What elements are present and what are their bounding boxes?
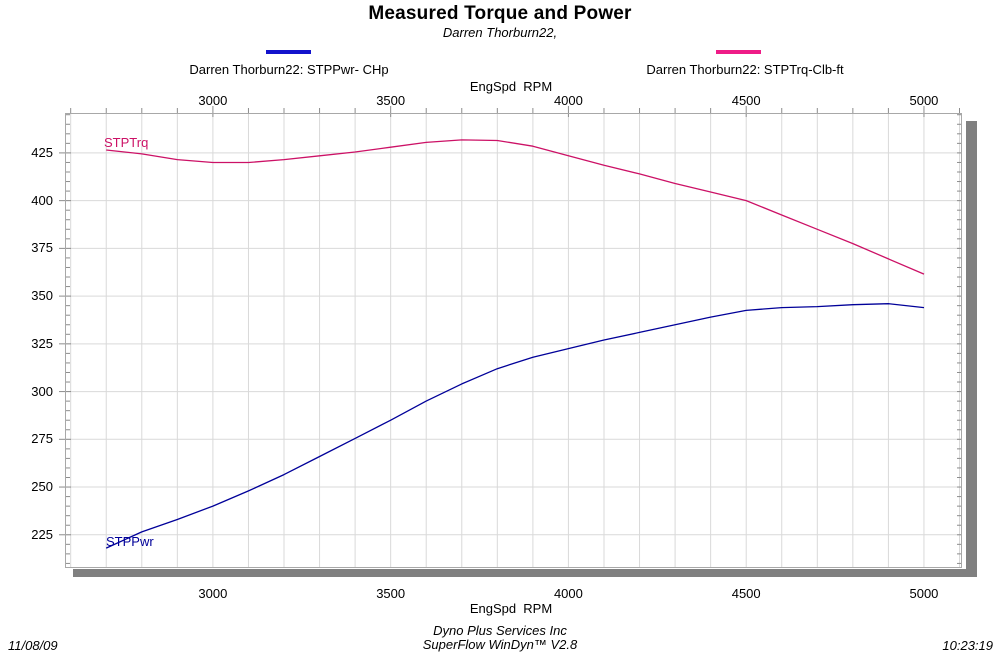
footer-date: 11/08/09 (8, 638, 58, 653)
footer-software-version: SuperFlow WinDyn™ V2.8 (422, 637, 578, 652)
power-curve-label: STPPwr (106, 534, 154, 549)
plot-area (59, 106, 962, 568)
x-axis-tick-label-bottom: 4000 (553, 586, 583, 601)
x-axis-tick-label-top: 3500 (376, 93, 406, 108)
y-axis-tick-label: 250 (31, 479, 53, 495)
x-axis-tick-label-bottom: 3000 (198, 586, 228, 601)
x-axis-tick-label-top: 4000 (553, 93, 583, 108)
y-axis-tick-label: 275 (31, 431, 53, 447)
y-axis-tick-label: 350 (31, 288, 53, 304)
y-axis-tick-label: 425 (31, 144, 53, 160)
chart-title: Measured Torque and Power (368, 3, 632, 24)
chart-subtitle: Darren Thorburn22, (442, 25, 558, 40)
torque-curve-label: STPTrq (104, 135, 149, 150)
y-axis-tick-label: 225 (31, 526, 53, 542)
x-axis-tick-label-bottom: 3500 (376, 586, 406, 601)
x-axis-title-top: EngSpd RPM (469, 79, 553, 94)
legend-swatch-torque (716, 50, 761, 54)
curve-stptrq (106, 139, 925, 275)
y-axis-tick-label: 325 (31, 335, 53, 351)
footer-shop-name: Dyno Plus Services Inc (433, 623, 567, 638)
legend-swatch-power (266, 50, 311, 54)
y-axis-tick-label: 375 (31, 240, 53, 256)
x-axis-title-bottom: EngSpd RPM (469, 601, 553, 616)
x-axis-tick-label-bottom: 5000 (909, 586, 939, 601)
x-axis-tick-label-bottom: 4500 (731, 586, 761, 601)
plot-frame (65, 113, 962, 568)
plot-shadow-right (966, 121, 977, 577)
curve-stppwr (105, 303, 925, 549)
legend-label-power: Darren Thorburn22: STPPwr- CHp (189, 62, 389, 77)
legend-label-torque: Darren Thorburn22: STPTrq-Clb-ft (646, 62, 844, 77)
y-axis-tick-label: 300 (31, 383, 53, 399)
y-axis-tick-label: 400 (31, 192, 53, 208)
plot-shadow-bottom (73, 569, 977, 577)
x-axis-tick-label-top: 4500 (731, 93, 761, 108)
x-axis-tick-label-top: 3000 (198, 93, 228, 108)
footer-time: 10:23:19 (942, 638, 993, 653)
x-axis-tick-label-top: 5000 (909, 93, 939, 108)
